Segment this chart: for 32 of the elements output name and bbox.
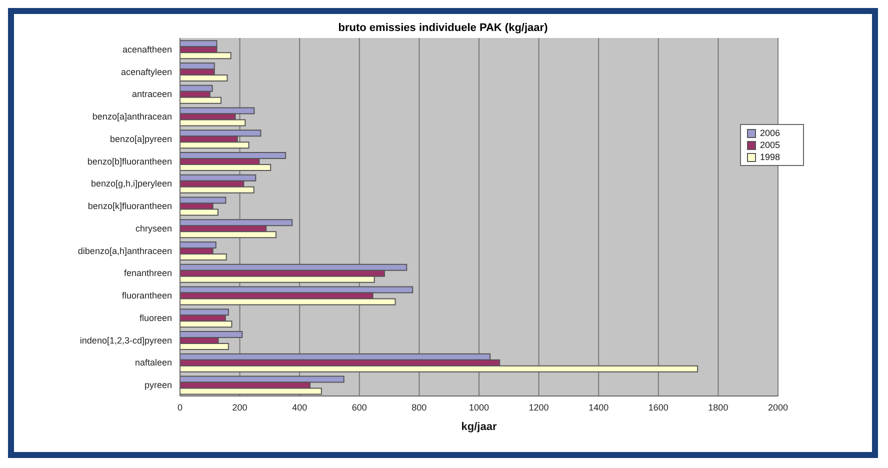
y-tick-label: benzo[a]pyreen — [110, 134, 172, 144]
x-axis-title: kg/jaar — [461, 421, 498, 433]
x-tick-label: 1600 — [648, 402, 668, 412]
x-tick-label: 400 — [292, 402, 308, 412]
y-tick-label: acenaftyleen — [120, 66, 172, 77]
y-tick-label: acenaftheen — [122, 44, 172, 54]
x-tick-label: 1400 — [588, 402, 609, 412]
legend-label: 1998 — [760, 151, 780, 163]
y-tick-label: fluorantheen — [122, 290, 172, 301]
y-tick-label: indeno[1,2,3-cd]pyreen — [80, 335, 172, 346]
x-tick-label: 200 — [232, 402, 248, 412]
y-tick-label: antraceen — [132, 89, 172, 100]
y-tick-label: fenanthreen — [124, 268, 172, 278]
x-tick-label: 1000 — [468, 402, 490, 412]
y-tick-label: dibenzo[a,h]anthraceen — [78, 246, 172, 256]
y-tick-label: fluoreen — [139, 312, 172, 323]
y-tick-label: chryseen — [135, 223, 172, 234]
chart-title: bruto emissies individuele PAK (kg/jaar) — [337, 22, 549, 34]
y-tick-label: benzo[b]fluorantheen — [87, 156, 172, 166]
x-tick-label: 800 — [412, 402, 427, 412]
y-tick-label: pyreen — [144, 380, 172, 390]
x-tick-label: 1800 — [708, 402, 728, 412]
y-tick-label: naftaleen — [134, 358, 172, 368]
x-tick-label: 0 — [177, 402, 183, 412]
x-tick-label: 600 — [352, 402, 367, 412]
x-tick-label: 2000 — [768, 402, 788, 412]
x-tick-label: 1200 — [528, 402, 549, 412]
y-tick-label: benzo[a]anthracean — [92, 112, 172, 122]
y-tick-label: benzo[g,h,i]peryleen — [90, 178, 172, 189]
y-tick-label: benzo[k]fluorantheen — [88, 201, 172, 212]
legend-label: 2005 — [760, 139, 780, 151]
legend-label: 2006 — [760, 127, 780, 139]
